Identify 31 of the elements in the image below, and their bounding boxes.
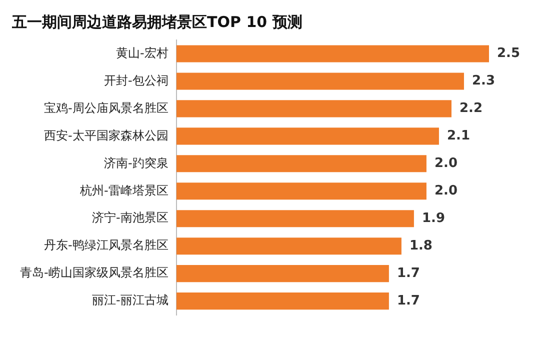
bar	[176, 265, 389, 282]
y-tick-label: 丹东-鸭绿江风景名胜区	[44, 238, 168, 252]
data-label: 1.7	[396, 266, 420, 281]
y-tick-label: 丽江-丽江古城	[92, 293, 168, 308]
bar	[176, 155, 426, 172]
y-tick-label: 青岛-崂山国家级风景名胜区	[20, 266, 168, 280]
data-label: 1.9	[422, 210, 445, 226]
y-tick-label: 宝鸡-周公庙风景名胜区	[44, 100, 168, 115]
bar	[176, 45, 489, 62]
y-tick-label: 开封-包公祠	[104, 73, 168, 88]
y-tick-label: 西安-太平国家森林公园	[44, 128, 168, 142]
bar	[176, 182, 426, 200]
data-label: 2.3	[472, 74, 496, 89]
bar	[176, 292, 389, 310]
data-label: 2.0	[434, 184, 458, 199]
data-label: 2.5	[497, 46, 520, 62]
data-label: 2.0	[434, 156, 458, 172]
bar	[176, 210, 414, 228]
data-label: 1.7	[396, 293, 420, 308]
y-tick-label: 黄山-宏村	[116, 46, 168, 60]
data-label: 2.2	[459, 101, 483, 116]
bar	[176, 72, 464, 90]
y-tick-label: 杭州-雷峰塔景区	[78, 183, 168, 198]
y-tick-label: 济宁-南池景区	[92, 210, 168, 225]
bar	[176, 100, 452, 118]
bar	[176, 238, 402, 255]
y-tick-label: 济南-趵突泉	[104, 156, 168, 170]
data-label: 1.8	[409, 238, 432, 254]
bar	[176, 128, 439, 145]
chart-title: 五一期间周边道路易拥堵景区TOP 10 预测	[11, 12, 302, 31]
data-label: 2.1	[446, 128, 470, 144]
